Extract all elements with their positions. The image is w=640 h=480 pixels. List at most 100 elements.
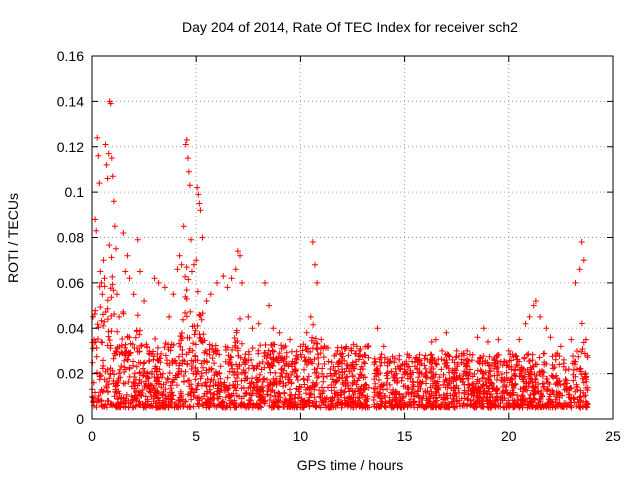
- data-point: [364, 404, 371, 411]
- data-point: [539, 373, 546, 380]
- data-point: [411, 404, 418, 411]
- data-point: [281, 403, 288, 410]
- data-point: [327, 398, 334, 405]
- data-point: [577, 368, 584, 375]
- data-point: [293, 348, 300, 355]
- data-point: [355, 387, 362, 394]
- data-point: [363, 397, 370, 404]
- data-point: [170, 342, 177, 348]
- data-point: [495, 403, 502, 410]
- data-point: [163, 379, 170, 386]
- data-point: [362, 374, 369, 381]
- data-point: [572, 373, 579, 380]
- data-point: [352, 388, 359, 395]
- data-point: [109, 402, 116, 409]
- data-point: [371, 355, 378, 362]
- data-point: [142, 378, 149, 385]
- data-point: [180, 316, 186, 323]
- data-point: [136, 268, 143, 275]
- data-point: [308, 390, 315, 397]
- data-point: [474, 367, 481, 374]
- data-point: [404, 403, 411, 410]
- data-point: [262, 279, 268, 286]
- data-point: [208, 365, 215, 372]
- data-point: [292, 399, 299, 405]
- data-point: [503, 374, 510, 381]
- data-point: [241, 393, 247, 400]
- data-point: [161, 284, 168, 291]
- data-point: [499, 371, 505, 378]
- data-point: [125, 403, 132, 410]
- data-point: [350, 365, 357, 372]
- data-point: [306, 399, 313, 406]
- data-point: [249, 325, 256, 332]
- data-point: [180, 223, 187, 230]
- data-point: [526, 358, 533, 364]
- data-point: [443, 329, 450, 336]
- data-point: [299, 404, 305, 411]
- data-point: [149, 371, 155, 378]
- data-point: [378, 359, 385, 366]
- data-point: [107, 365, 114, 372]
- data-point: [375, 392, 382, 399]
- data-point: [245, 348, 252, 355]
- data-point: [451, 391, 458, 398]
- data-point: [255, 377, 261, 384]
- data-point: [549, 373, 556, 380]
- data-point: [550, 401, 557, 408]
- data-point: [108, 313, 115, 319]
- data-point: [112, 388, 119, 395]
- data-point: [145, 350, 152, 357]
- data-point: [264, 361, 271, 367]
- data-point: [178, 261, 185, 268]
- data-point: [422, 352, 429, 359]
- data-point: [90, 313, 96, 320]
- data-point: [153, 400, 160, 407]
- data-point: [227, 359, 234, 366]
- data-point: [273, 378, 280, 385]
- data-point: [277, 373, 284, 380]
- data-point: [141, 359, 148, 366]
- data-point: [339, 371, 346, 378]
- grid-lines: [92, 56, 613, 419]
- data-point: [310, 321, 317, 328]
- data-point: [177, 343, 184, 350]
- data-point: [509, 376, 516, 383]
- data-point: [283, 360, 290, 367]
- data-point: [371, 389, 378, 396]
- data-point: [382, 399, 389, 406]
- data-point: [178, 368, 185, 375]
- data-point: [537, 395, 544, 402]
- data-point: [191, 323, 198, 330]
- data-point: [329, 376, 336, 383]
- data-point: [493, 353, 500, 360]
- data-point: [172, 372, 179, 379]
- data-point: [432, 371, 439, 378]
- data-point: [299, 347, 306, 354]
- data-point: [216, 351, 223, 358]
- data-point: [362, 360, 368, 367]
- data-point: [493, 393, 500, 400]
- data-point: [426, 359, 433, 365]
- data-point: [331, 370, 338, 377]
- data-point: [348, 345, 355, 352]
- data-point: [546, 381, 553, 387]
- data-point: [159, 374, 165, 381]
- data-point: [233, 392, 240, 399]
- data-point: [574, 348, 580, 354]
- data-point: [453, 367, 460, 374]
- data-point: [555, 389, 562, 396]
- data-point: [220, 399, 227, 406]
- data-point: [130, 379, 137, 386]
- data-point: [508, 357, 515, 364]
- data-point: [217, 375, 224, 382]
- data-point: [120, 309, 127, 315]
- data-point: [100, 257, 107, 264]
- data-point: [493, 376, 500, 383]
- data-point: [175, 371, 182, 378]
- data-point: [246, 380, 253, 387]
- data-point: [303, 329, 310, 336]
- data-point: [94, 369, 100, 376]
- data-point: [152, 390, 159, 397]
- data-point: [107, 100, 114, 107]
